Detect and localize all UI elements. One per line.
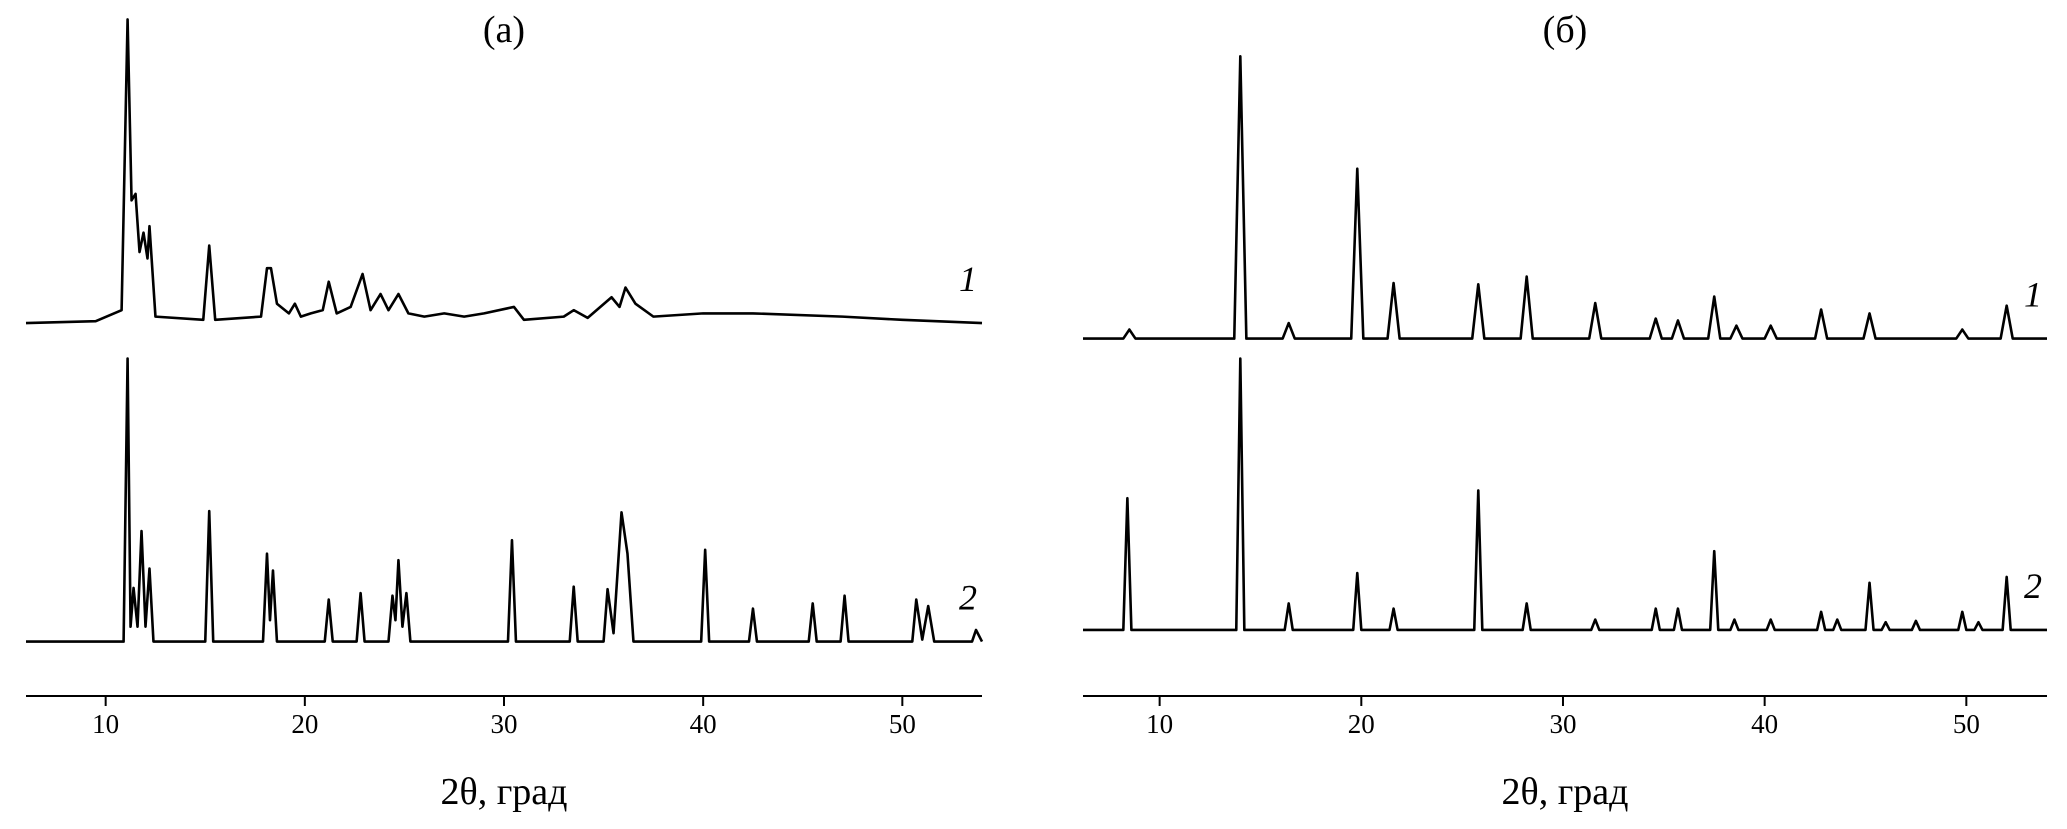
x-tick-label: 10 (92, 709, 119, 739)
x-tick-label: 10 (1146, 709, 1173, 739)
x-tick-label: 20 (291, 709, 318, 739)
series-label: 2 (959, 578, 977, 618)
series-label: 1 (959, 259, 977, 299)
x-tick-label: 50 (889, 709, 916, 739)
spectrum-line (1083, 54, 2047, 340)
x-tick-label: 40 (690, 709, 717, 739)
x-axis-label: 2θ, град (441, 771, 568, 813)
x-tick-label: 50 (1953, 709, 1980, 739)
x-tick-label: 40 (1751, 709, 1778, 739)
x-tick-label: 30 (1549, 709, 1576, 739)
x-tick-label: 30 (491, 709, 518, 739)
spectrum-line (25, 18, 983, 325)
series-label: 2 (2024, 566, 2042, 606)
spectrum-line (1083, 357, 2047, 632)
panel-title: (б) (1543, 9, 1588, 51)
x-axis-label: 2θ, град (1502, 771, 1629, 813)
panel-title: (а) (483, 9, 525, 51)
spectrum-line (26, 357, 984, 643)
series-label: 1 (2024, 275, 2042, 315)
x-tick-label: 20 (1348, 709, 1375, 739)
